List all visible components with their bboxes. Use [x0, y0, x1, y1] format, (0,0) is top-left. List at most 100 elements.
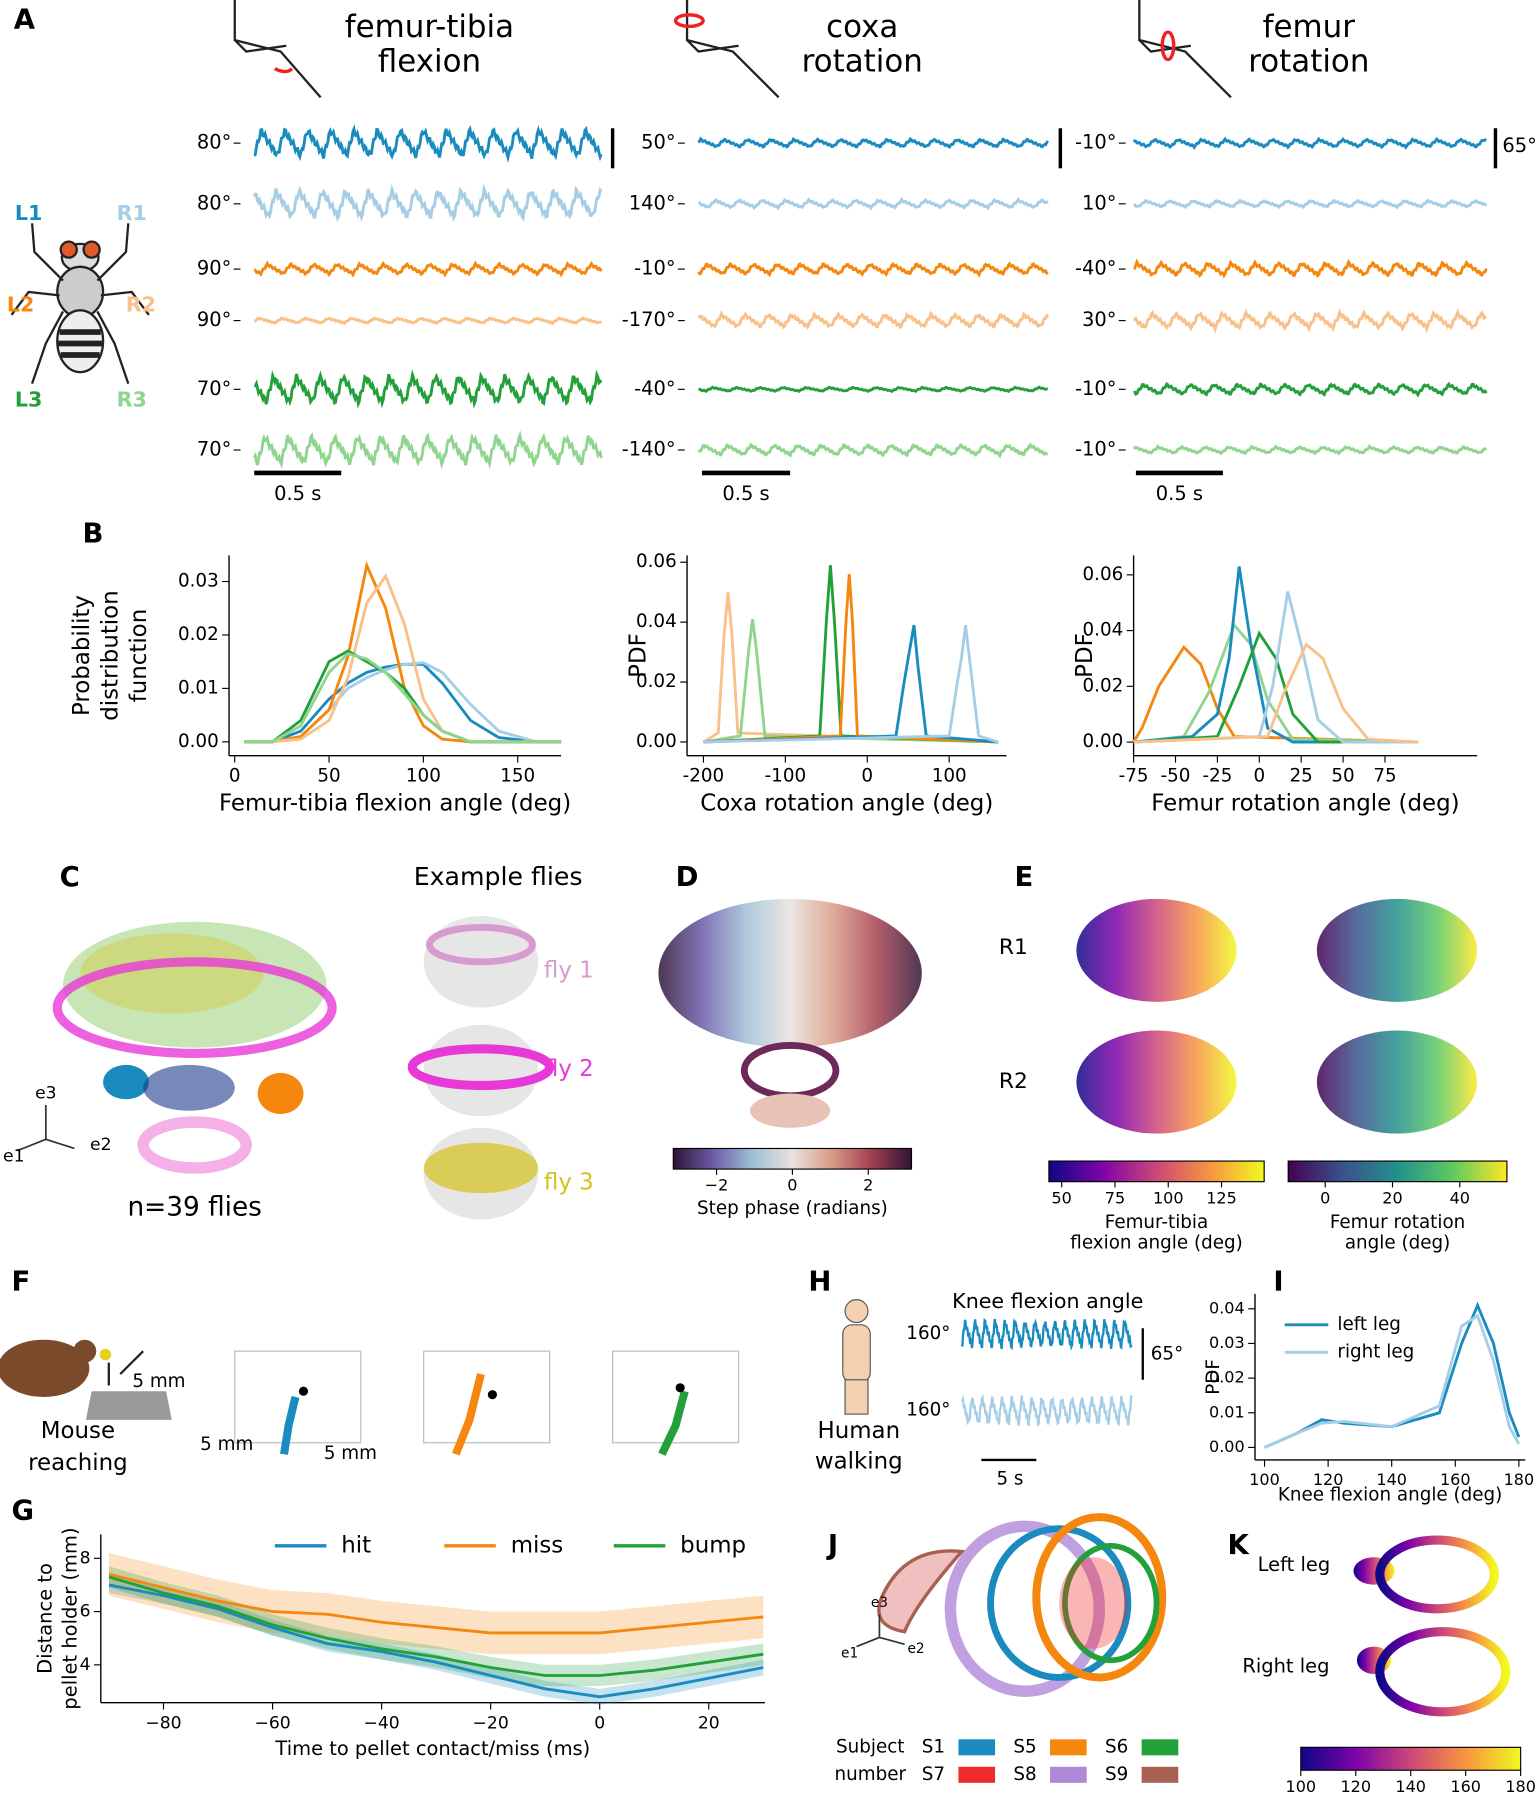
leg-label: L1 [15, 201, 42, 225]
x-tick-label: 75 [1373, 765, 1396, 786]
y-tick-label: 0.02 [1209, 1368, 1245, 1387]
manifold-e [1076, 898, 1478, 1134]
colorbar-tick-label: 40 [1450, 1188, 1470, 1207]
row-label: Left leg [1258, 1553, 1331, 1576]
trace [1133, 258, 1488, 279]
y-tick-label: 0.00 [178, 731, 219, 752]
trace [697, 309, 1050, 330]
trace [1133, 381, 1488, 398]
colorbar [1300, 1746, 1522, 1771]
trace [254, 316, 603, 326]
trace [253, 260, 603, 278]
trace [697, 136, 1049, 149]
manifold-d [658, 898, 922, 1128]
colorbar-tick-label: 125 [1206, 1188, 1237, 1207]
examples-title: Example flies [414, 862, 583, 891]
human-illustration [842, 1299, 871, 1415]
offset-label: 80° [197, 131, 231, 154]
leg-label: L2 [7, 293, 34, 317]
line [1132, 645, 1419, 744]
trace [1132, 308, 1487, 334]
x-tick-label: -25 [1202, 765, 1232, 786]
amplitude-scale-label: 65° [1151, 1344, 1183, 1365]
offset-label: -10° [1075, 377, 1117, 400]
panel-f-label: reaching [28, 1450, 128, 1476]
amplitude-scale-label: 65° [1502, 134, 1536, 157]
panel-letter: I [1273, 1265, 1283, 1297]
colorbar-tick-label: 120 [1340, 1777, 1371, 1796]
x-tick-label: 100 [406, 765, 441, 786]
offset-label: 10° [1082, 191, 1116, 214]
y-tick-label: 0.00 [1083, 731, 1124, 752]
offset-label: -10° [1075, 131, 1117, 154]
y-tick-label: 0.02 [178, 624, 219, 645]
leg-label: L3 [15, 388, 42, 412]
offset-label: -140° [622, 437, 676, 460]
panel-letter: D [676, 861, 699, 893]
trace [252, 430, 603, 470]
column-title: coxa [826, 9, 898, 45]
legend-label: right leg [1337, 1341, 1414, 1362]
offset-label: 50° [641, 131, 675, 154]
legend-label: S9 [1105, 1764, 1128, 1785]
trace [253, 369, 603, 409]
y-tick-label: 6 [80, 1602, 91, 1622]
y-axis-label: PDF [1072, 633, 1098, 678]
axis-label: e1 [3, 1146, 24, 1166]
time-scale-label: 0.5 s [274, 482, 321, 505]
example-flies [407, 916, 555, 1220]
x-axis-label: Time to pellet contact/miss (ms) [274, 1737, 590, 1760]
x-tick-label: 180 [1504, 1470, 1535, 1489]
line [1263, 1313, 1521, 1449]
line [1133, 630, 1419, 744]
trace [697, 196, 1049, 211]
colorbar-label: Step phase (radians) [697, 1198, 888, 1219]
legend-label: S7 [922, 1764, 945, 1785]
line [703, 624, 999, 744]
trace [252, 183, 603, 223]
y-tick-label: 0.02 [636, 671, 677, 692]
legend-label: hit [341, 1532, 371, 1558]
scale-label: 5 mm [200, 1434, 253, 1455]
x-axis-label: Knee flexion angle (deg) [1278, 1484, 1502, 1505]
x-tick-label: −20 [473, 1713, 509, 1733]
colorbar-label: flexion angle (deg) [1070, 1233, 1242, 1254]
panel-letter: E [1015, 861, 1034, 893]
offset-label: 70° [197, 437, 231, 460]
scale-label: 5 mm [324, 1443, 377, 1464]
trace [697, 261, 1049, 278]
mouse-illustration [0, 1339, 172, 1420]
legend-swatch [958, 1739, 996, 1756]
x-tick-label: -50 [1161, 765, 1191, 786]
y-axis-label: PDF [1203, 1359, 1224, 1395]
x-tick-label: 140 [1376, 1470, 1407, 1489]
row-label: R1 [999, 935, 1028, 960]
x-tick-label: 25 [1290, 765, 1313, 786]
y-axis-label: PDF [625, 633, 651, 678]
x-tick-label: −40 [363, 1713, 399, 1733]
x-tick-label: 100 [1249, 1470, 1280, 1489]
x-tick-label: −60 [254, 1713, 290, 1733]
x-tick-label: −80 [145, 1713, 181, 1733]
leg-label: R2 [126, 293, 156, 317]
legend-swatch [958, 1766, 996, 1783]
column-title: femur-tibia [345, 9, 514, 45]
x-tick-label: 160 [1440, 1470, 1471, 1489]
colorbar [672, 1147, 913, 1170]
fly-label: fly 2 [544, 1056, 594, 1082]
panel-h-title: Knee flexion angle [952, 1289, 1143, 1313]
panel-letter: G [11, 1494, 34, 1526]
column-title: rotation [1248, 43, 1369, 79]
colorbar-tick-label: 0 [787, 1176, 797, 1195]
colorbar-tick-label: 100 [1153, 1188, 1184, 1207]
y-axis-label: Probability [69, 595, 95, 716]
row-label: R2 [999, 1069, 1028, 1094]
fly-illustration [10, 223, 150, 384]
axis-label: e3 [35, 1084, 56, 1104]
line [108, 1572, 764, 1635]
y-tick-label: 0.02 [1083, 675, 1124, 696]
fly-label: fly 3 [544, 1169, 594, 1195]
panel-h-label: Human [818, 1418, 901, 1444]
x-tick-label: 0 [594, 1713, 605, 1733]
